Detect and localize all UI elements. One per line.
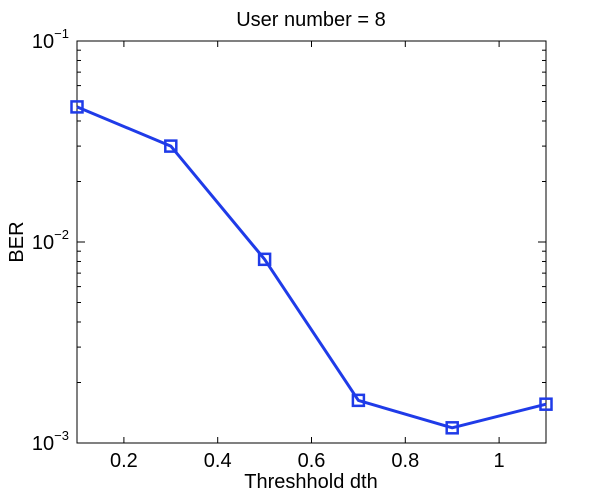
x-axis-label: Threshhold dth <box>244 471 377 493</box>
series-line <box>76 105 547 430</box>
data-point-marker <box>445 421 459 435</box>
y-tick-label: 10−2 <box>32 227 69 254</box>
x-tick-label: 0.6 <box>298 450 326 472</box>
chart-title: User number = 8 <box>236 9 386 31</box>
data-point-marker <box>164 139 178 153</box>
plot-frame <box>76 40 547 444</box>
data-point-marker <box>70 100 84 114</box>
data-point-marker <box>257 252 272 267</box>
x-tick-label: 0.2 <box>110 450 138 472</box>
y-axis-ticks: 10−1 10−2 10−3 <box>32 26 546 455</box>
x-tick-label: 1 <box>494 450 505 472</box>
y-axis-label: BER <box>6 221 28 262</box>
y-tick-label: 10−3 <box>32 428 69 455</box>
x-axis-ticks: 0.2 0.4 0.6 0.8 1 <box>110 41 505 472</box>
x-tick-label: 0.8 <box>391 450 419 472</box>
data-point-marker <box>351 393 366 408</box>
y-tick-label: 10−1 <box>32 26 69 53</box>
series-layer <box>70 100 553 435</box>
x-tick-label: 0.4 <box>204 450 232 472</box>
data-point-marker <box>539 397 553 411</box>
